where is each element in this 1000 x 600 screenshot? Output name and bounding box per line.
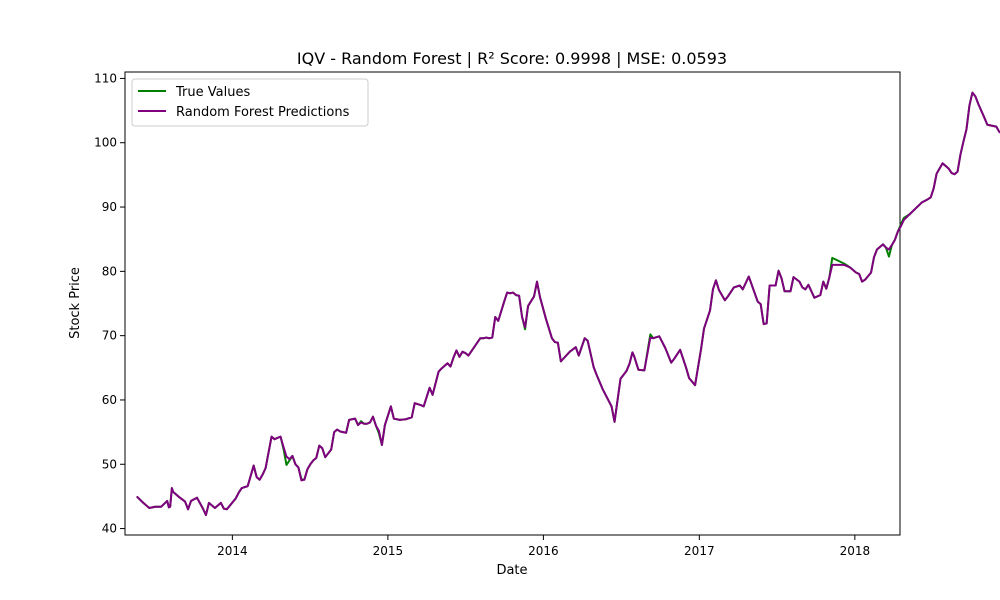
- series-layer: [136, 91, 1000, 517]
- x-tick-label: 2014: [217, 544, 248, 558]
- y-tick-label: 60: [102, 393, 117, 407]
- legend-label-predictions: Random Forest Predictions: [176, 105, 350, 120]
- legend-box: [131, 78, 369, 127]
- legend-label-true-values: True Values: [175, 85, 250, 100]
- y-axis: 40 50 60 70 80 90 100 110: [94, 71, 125, 536]
- y-tick-label: 110: [94, 71, 117, 85]
- x-axis: 2014 2015 2016 2017 2018: [217, 535, 870, 558]
- y-tick-label: 100: [94, 136, 117, 150]
- legend: True Values Random Forest Predictions: [131, 78, 369, 127]
- y-tick-label: 70: [102, 329, 117, 343]
- x-tick-label: 2017: [684, 544, 715, 558]
- series-line-1: [136, 91, 1000, 517]
- x-axis-label: Date: [496, 563, 527, 578]
- x-tick-label: 2016: [528, 544, 559, 558]
- y-tick-label: 90: [102, 200, 117, 214]
- plot-area: [124, 71, 1000, 536]
- chart-title: IQV - Random Forest | R² Score: 0.9998 |…: [297, 49, 727, 68]
- y-tick-label: 40: [102, 522, 117, 536]
- x-tick-label: 2018: [840, 544, 871, 558]
- plot-frame: [124, 71, 901, 536]
- y-axis-label: Stock Price: [68, 267, 83, 339]
- y-tick-label: 50: [102, 457, 117, 471]
- x-tick-label: 2015: [373, 544, 404, 558]
- y-tick-label: 80: [102, 264, 117, 278]
